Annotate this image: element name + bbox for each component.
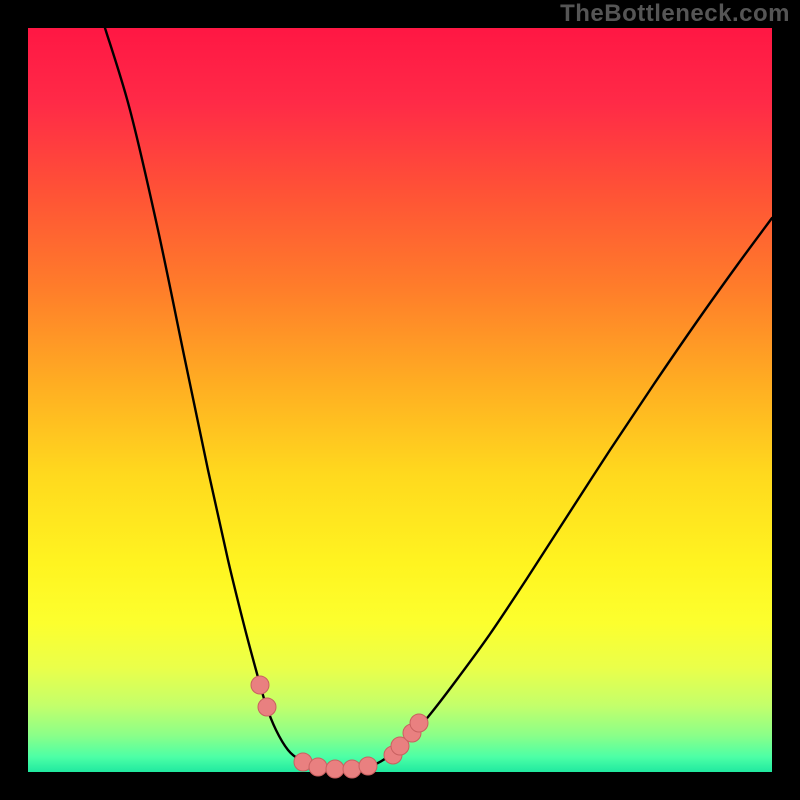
curve-marker — [343, 760, 361, 778]
plot-background — [28, 28, 772, 772]
curve-marker — [309, 758, 327, 776]
curve-marker — [258, 698, 276, 716]
curve-marker — [251, 676, 269, 694]
curve-marker — [326, 760, 344, 778]
watermark-text: TheBottleneck.com — [560, 0, 790, 28]
curve-marker — [410, 714, 428, 732]
curve-marker — [359, 757, 377, 775]
bottleneck-chart — [0, 0, 800, 800]
chart-frame: TheBottleneck.com — [0, 0, 800, 800]
